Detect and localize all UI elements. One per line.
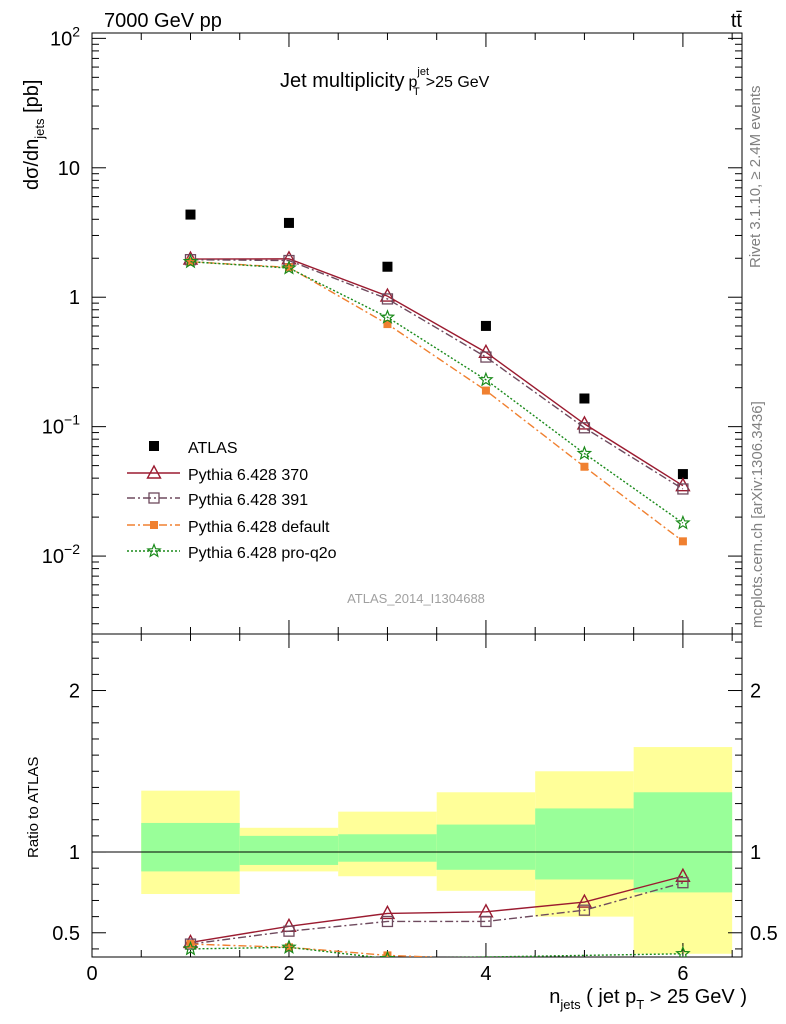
ratio-y-tick-label: 0.5 [52,923,80,945]
ratio-point-pythia-6-428-default [383,951,392,957]
point-pythia-6-428-370 [379,287,396,302]
header-energy-label: 7000 GeV pp [104,10,222,32]
ratio-point-pythia-6-428-370 [576,893,593,908]
legend-marker [146,464,162,479]
band-inner-1 [141,822,240,872]
point-pythia-6-428-pro-q2o [675,514,691,530]
point-pythia-6-428-391 [480,351,492,363]
ratio-point-pythia-6-428-391 [677,877,689,889]
atlas-data-point [185,209,196,220]
main-y-axis-label: dσ/dnjets [pb] [21,80,47,190]
legend-marker [150,521,158,529]
ratio-uncertainty-bands [141,747,733,954]
legend-label: Pythia 6.428 370 [188,467,308,484]
legend-label: Pythia 6.428 391 [188,492,308,509]
main-y-tick-label: 10 [58,158,80,180]
point-pythia-6-428-pro-q2o [281,259,297,275]
band-inner-2 [239,835,339,865]
ratio-line-pythia-6-428-370 [190,875,684,944]
legend-marker-atlas [149,441,159,451]
point-pythia-6-428-391 [677,483,689,495]
point-pythia-6-428-default [284,263,293,272]
ratio-line-pythia-6-428-391 [190,882,684,945]
ratio-point-pythia-6-428-370 [675,867,691,882]
atlas-data-point [677,469,688,480]
point-pythia-6-428-default [383,320,392,329]
point-pythia-6-428-default [678,537,687,546]
band-inner-3 [338,834,437,862]
ratio-point-pythia-6-428-391 [480,915,492,928]
ratio-point-pythia-6-428-391 [381,915,394,928]
legend: ATLAS Pythia 6.428 370 Pythia 6.428 391 Pyt… [127,440,337,562]
point-pythia-6-428-391 [578,422,591,434]
x-tick-label: 0 [86,963,97,985]
atlas-data-point [579,393,590,404]
point-pythia-6-428-default [481,386,490,395]
ratio-point-pythia-6-428-391 [283,925,295,937]
ratio-point-pythia-6-428-pro-q2o [182,940,199,956]
ratio-y-tick-label-right: 2 [750,681,761,703]
ratio-y-axis-label: Ratio to ATLAS [25,757,42,858]
main-plot-series [182,209,691,546]
ratio-y-tick-label: 1 [69,842,80,864]
legend-label: Pythia 6.428 pro-q2o [188,545,337,562]
ratio-point-pythia-6-428-default [186,940,195,949]
ratio-point-pythia-6-428-pro-q2o [675,945,691,957]
main-plot-title: Jet multiplicity pjet T>25 GeV [280,66,490,98]
atlas-data-point [382,261,393,272]
band-inner-4 [436,824,536,870]
legend-label: Pythia 6.428 default [188,519,330,536]
point-pythia-6-428-default [580,462,589,471]
atlas-data-point [283,217,294,228]
main-plot-frame [91,32,743,635]
band-inner-6 [633,792,733,893]
ratio-point-pythia-6-428-default [284,943,293,952]
legend-marker [146,542,162,558]
ratio-line-pythia-6-428-default [190,943,432,957]
main-y-tick-label: 10−2 [42,541,80,568]
header-process-label: tt̄ [731,10,743,32]
main-y-tick-label: 10−1 [42,412,80,439]
point-pythia-6-428-pro-q2o [379,309,396,324]
main-y-tick-label: 1 [69,287,80,309]
main-y-tick-label: 102 [50,23,80,50]
ratio-point-pythia-6-428-370 [379,904,396,920]
atlas-data-point [480,320,491,331]
ratio-point-pythia-6-428-pro-q2o [379,950,396,957]
rivet-version-label: Rivet 3.1.10, ≥ 2.4M events [747,86,764,269]
point-pythia-6-428-pro-q2o [478,371,494,387]
ratio-y-tick-label-right: 0.5 [750,923,778,945]
ratio-point-pythia-6-428-391 [578,904,591,916]
point-pythia-6-428-370 [675,477,691,492]
ratio-y-tick-label-right: 1 [750,842,761,864]
legend-label: ATLAS [188,440,238,457]
ratio-line-pythia-6-428-pro-q2o [190,946,683,957]
legend-marker [148,492,160,504]
axes-and-ticks: 102 10 1 10−1 10−2 0.5 0.5 1 1 2 2 0 2 4 6 [42,23,778,985]
analysis-watermark: ATLAS_2014_I1304688 [347,591,485,606]
ratio-point-pythia-6-428-pro-q2o [281,939,297,954]
ratio-plot-series [182,867,691,957]
line-pythia-6-428-pro-q2o [190,261,684,524]
mcplots-reference-label: mcplots.cern.ch [arXiv:1306.3436] [749,401,766,628]
x-tick-label: 6 [677,963,688,985]
point-pythia-6-428-370 [478,343,494,359]
point-pythia-6-428-pro-q2o [182,253,199,269]
line-pythia-6-428-370 [190,258,684,487]
line-pythia-6-428-391 [190,258,684,490]
x-tick-label: 4 [480,963,491,985]
point-pythia-6-428-391 [381,293,394,305]
ratio-y-tick-label: 2 [69,681,80,703]
point-pythia-6-428-pro-q2o [576,445,593,461]
x-axis-label: njets ( jet pT > 25 GeV ) [549,986,747,1012]
line-pythia-6-428-default [190,261,684,542]
band-inner-5 [535,808,634,880]
x-tick-label: 2 [283,963,294,985]
